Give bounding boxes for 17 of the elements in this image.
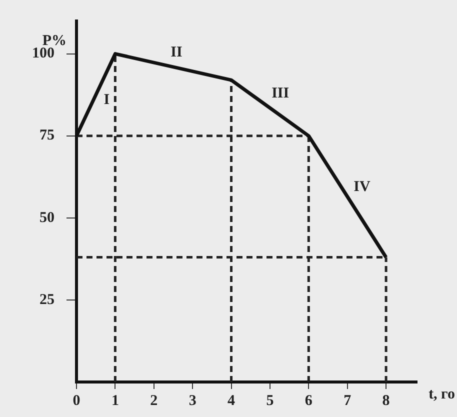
x-tick-label: 2 xyxy=(150,392,158,409)
x-tick-label: 3 xyxy=(188,392,196,409)
y-tick-label: 75 xyxy=(40,128,54,144)
x-tick-label: 8 xyxy=(382,392,390,409)
y-tick-label: 25 xyxy=(40,292,54,308)
x-tick-label: 6 xyxy=(304,392,313,409)
x-tick-label: 1 xyxy=(111,392,119,409)
annotation: I xyxy=(104,92,110,108)
annotation: IV xyxy=(354,179,370,196)
x-tick-label: 0 xyxy=(72,392,80,409)
annotation: III xyxy=(272,85,290,102)
x-axis-title: t, го xyxy=(428,386,455,402)
annotation: II xyxy=(170,44,182,60)
x-tick-label: 5 xyxy=(266,392,274,409)
x-tick-label: 7 xyxy=(344,392,352,409)
x-tick-label: 4 xyxy=(228,392,236,409)
y-tick-label: 50 xyxy=(40,210,54,226)
